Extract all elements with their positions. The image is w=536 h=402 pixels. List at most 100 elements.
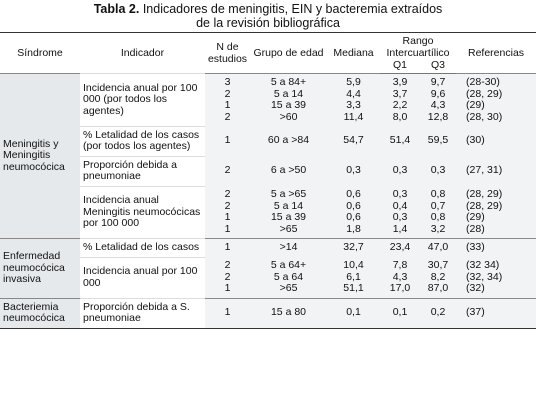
- q3-cell: 59,5: [420, 126, 457, 156]
- q3: 30,7: [427, 259, 449, 271]
- table-row: % Letalidad de los casos (por todos los …: [0, 125, 536, 156]
- q3: 0,8: [430, 211, 446, 223]
- n-studies: 1: [224, 211, 231, 223]
- references: (37): [466, 306, 485, 319]
- age-group: 60 a >84: [267, 134, 310, 147]
- q1: 0,3: [392, 211, 408, 223]
- median: 0,3: [346, 164, 361, 177]
- median: 5,9: [346, 76, 361, 88]
- references: (30): [466, 134, 485, 147]
- median: 51,1: [343, 282, 364, 294]
- median: 0,6: [346, 188, 361, 200]
- references-cell: (27, 31): [456, 156, 536, 186]
- median: 11,4: [343, 110, 364, 123]
- n-studies: 2: [224, 110, 231, 123]
- q1: 1,4: [392, 222, 408, 235]
- indicator-cell: Proporción debida a S. pneumoniae: [80, 297, 205, 328]
- table-row: Incidencia anual Meningitis neumocócicas…: [0, 185, 536, 239]
- q1-cell: 7,8 4,3 17,0: [380, 257, 420, 298]
- q1: 4,3: [392, 270, 408, 283]
- age-group: >60: [279, 110, 298, 123]
- median: 1,8: [346, 222, 361, 235]
- q3: 8,2: [430, 270, 446, 283]
- age-group: 5 a 64+: [270, 259, 307, 271]
- q1: 17,0: [389, 282, 411, 294]
- references: (32, 34): [466, 270, 503, 283]
- age-group: 15 a 39: [270, 211, 307, 223]
- median: 10,4: [343, 259, 364, 271]
- q1: 0,3: [392, 164, 408, 177]
- median: 32,7: [343, 241, 364, 254]
- q1-cell: 0,3: [380, 156, 420, 186]
- syndrome-cell: Enfermedad neumocócica invasiva: [0, 238, 80, 298]
- title-label: Tabla 2.: [93, 2, 140, 16]
- references: (32 34): [466, 259, 500, 271]
- references: (27, 31): [466, 164, 503, 177]
- q1: 3,7: [392, 87, 408, 100]
- table-title: Tabla 2. Indicadores de meningitis, EIN …: [0, 0, 536, 32]
- indicator-cell: Proporción debida a pneumoniae: [80, 155, 205, 186]
- n-studies: 1: [224, 134, 231, 147]
- q1-cell: 51,4: [380, 126, 420, 156]
- age-group: 5 a 64: [273, 270, 304, 283]
- table-body: Meningitis y Meningitis neumocócica Incid…: [0, 73, 536, 328]
- references: (28, 29): [466, 87, 503, 100]
- age-group: 5 a >65: [270, 188, 307, 200]
- indicator-cell: Incidencia anual por 100 000: [80, 256, 205, 298]
- references: (29): [466, 99, 485, 111]
- table-row: Bacteriemia neumocócica Proporción debida…: [0, 297, 536, 328]
- n-studies: 2: [224, 270, 231, 283]
- q3-cell: 47,0: [420, 238, 457, 257]
- q1: 3,9: [392, 76, 408, 88]
- n-studies: 1: [224, 306, 231, 319]
- q3: 12,8: [427, 110, 449, 123]
- q1-cell: 0,3 0,4 0,3 1,4: [380, 186, 420, 239]
- q3: 87,0: [427, 282, 449, 294]
- q1: 7,8: [392, 259, 408, 271]
- q3-cell: 0,2: [420, 297, 457, 328]
- n-studies-cell: 1: [205, 238, 250, 257]
- data-table: Síndrome Indicador N de estudios Grupo d…: [0, 32, 536, 329]
- q1-cell: 23,4: [380, 238, 420, 257]
- q1-cell: 0,1: [380, 297, 420, 328]
- table-header: Síndrome Indicador N de estudios Grupo d…: [0, 33, 536, 74]
- title-line: Indicadores de meningitis, EIN y bactere…: [142, 2, 443, 16]
- references-cell: (30): [456, 126, 536, 156]
- age-group-cell: 5 a 64+ 5 a 64 >65: [250, 257, 327, 298]
- references-cell: (28-30) (28, 29) (29) (28, 30): [456, 73, 536, 126]
- q3: 59,5: [427, 134, 449, 147]
- n-studies: 1: [224, 241, 231, 254]
- syndrome-cell: Meningitis y Meningitis neumocócica: [0, 73, 80, 239]
- n-studies: 1: [224, 222, 231, 235]
- n-studies: 1: [224, 282, 231, 294]
- median: 6,1: [346, 270, 361, 283]
- title-line: de la revisión bibliográfica: [196, 16, 340, 30]
- n-studies: 2: [224, 87, 231, 100]
- age-group-cell: 5 a 84+ 5 a 14 15 a 39 >60: [250, 73, 327, 126]
- median-cell: 0,6 0,6 0,6 1,8: [327, 186, 380, 239]
- q3: 47,0: [427, 241, 449, 254]
- header-cell: Q3: [420, 59, 457, 74]
- references-cell: (37): [456, 297, 536, 328]
- q3: 3,2: [430, 222, 446, 235]
- table-row: Incidencia anual por 100 000 2 2 1 5 a 64+ 5 …: [0, 256, 536, 298]
- q3: 4,3: [430, 99, 446, 111]
- age-group-cell: 60 a >84: [250, 126, 327, 156]
- q3: 0,7: [430, 199, 446, 212]
- age-group-cell: >14: [250, 238, 327, 257]
- q1: 51,4: [389, 134, 411, 147]
- age-group: >14: [279, 241, 298, 254]
- q1-cell: 3,9 3,7 2,2 8,0: [380, 73, 420, 126]
- indicator-cell: % Letalidad de los casos: [80, 238, 205, 257]
- n-studies: 3: [224, 76, 231, 88]
- n-studies-cell: 1: [205, 126, 250, 156]
- header-cell: Grupo de edad: [253, 47, 324, 59]
- references: (33): [466, 241, 485, 254]
- references-cell: (28, 29) (28, 29) (29) (28): [456, 186, 536, 239]
- age-group-cell: 15 a 80: [250, 297, 327, 328]
- header-cell: Indicador: [120, 47, 165, 59]
- median-cell: 54,7: [327, 126, 380, 156]
